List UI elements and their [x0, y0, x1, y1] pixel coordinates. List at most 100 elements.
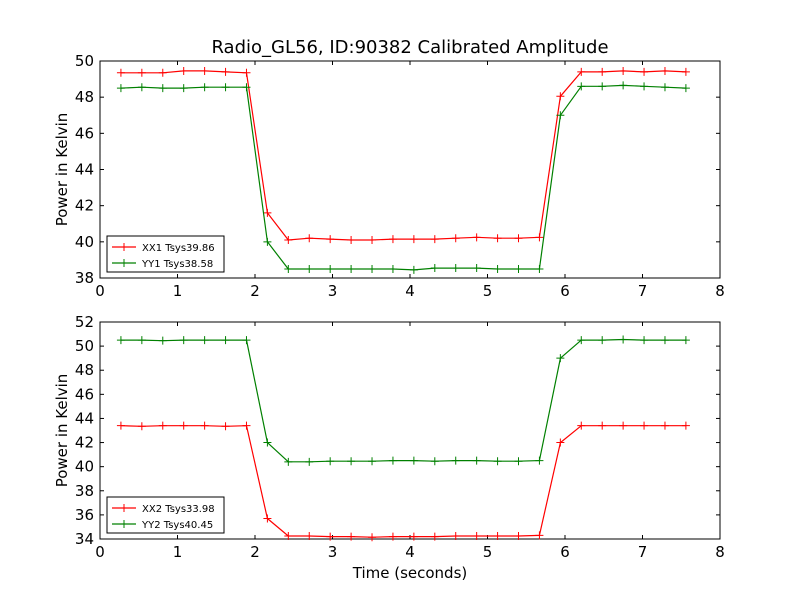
x-tick-label: 7 — [638, 543, 648, 561]
x-tick-label: 3 — [328, 543, 338, 561]
data-point — [493, 457, 502, 466]
series-line-1 — [120, 84, 686, 271]
data-point — [619, 421, 628, 430]
data-point — [577, 82, 586, 91]
data-point — [472, 233, 481, 242]
y-tick-label: 50 — [75, 52, 94, 70]
data-point — [242, 83, 251, 92]
data-point — [221, 422, 230, 431]
data-point — [660, 66, 669, 75]
data-point — [347, 264, 356, 273]
legend-swatch-marker — [120, 504, 128, 512]
data-point — [430, 532, 439, 541]
data-point — [116, 336, 125, 345]
data-point — [514, 234, 523, 243]
data-point — [598, 336, 607, 345]
y-tick-label: 48 — [75, 88, 94, 106]
data-point — [660, 336, 669, 345]
legend-label: YY1 Tsys38.58 — [141, 259, 213, 270]
x-tick-label: 2 — [250, 543, 260, 561]
data-point — [451, 234, 460, 243]
data-point — [137, 68, 146, 77]
data-point — [284, 264, 293, 273]
x-tick-label: 4 — [405, 543, 415, 561]
data-point — [305, 531, 314, 540]
data-point — [409, 235, 418, 244]
data-point — [514, 531, 523, 540]
data-point — [409, 456, 418, 465]
data-point — [451, 264, 460, 273]
data-point — [116, 421, 125, 430]
data-point — [388, 235, 397, 244]
y-axis-label: Power in Kelvin — [53, 374, 71, 488]
data-point — [472, 456, 481, 465]
x-tick-label: 8 — [715, 543, 725, 561]
data-point — [409, 265, 418, 274]
data-point — [493, 531, 502, 540]
y-tick-label: 46 — [75, 124, 94, 142]
data-point — [221, 336, 230, 345]
x-tick-label: 6 — [560, 543, 570, 561]
data-point — [430, 264, 439, 273]
legend-label: XX1 Tsys39.86 — [142, 243, 215, 254]
data-point — [158, 336, 167, 345]
x-tick-label: 3 — [328, 282, 338, 300]
data-point — [305, 234, 314, 243]
legend-swatch-marker — [120, 243, 128, 251]
data-point — [535, 233, 544, 242]
data-point — [535, 456, 544, 465]
x-tick-label: 8 — [715, 282, 725, 300]
data-point — [577, 421, 586, 430]
data-point — [409, 532, 418, 541]
data-point — [263, 438, 272, 447]
data-point — [640, 336, 649, 345]
data-point — [619, 335, 628, 344]
data-point — [200, 66, 209, 75]
series-line-0 — [120, 425, 686, 538]
x-tick-label: 6 — [560, 282, 570, 300]
data-point — [179, 66, 188, 75]
y-tick-label: 48 — [75, 361, 94, 379]
data-point — [242, 421, 251, 430]
legend-box — [106, 235, 225, 273]
data-point — [430, 235, 439, 244]
y-tick-label: 40 — [75, 458, 94, 476]
x-tick-label: 4 — [405, 282, 415, 300]
data-point — [263, 237, 272, 246]
legend-swatch-marker — [120, 259, 128, 267]
data-point — [179, 421, 188, 430]
data-point — [326, 235, 335, 244]
data-point — [242, 336, 251, 345]
legend-swatch-marker — [120, 520, 128, 528]
data-point — [681, 67, 690, 76]
x-tick-label: 0 — [95, 282, 105, 300]
x-tick-label: 1 — [173, 282, 183, 300]
data-point — [556, 111, 565, 120]
data-point — [368, 236, 377, 245]
data-point — [388, 456, 397, 465]
x-tick-label: 7 — [638, 282, 648, 300]
y-tick-label: 52 — [75, 313, 94, 331]
y-tick-label: 38 — [75, 269, 94, 287]
data-point — [556, 92, 565, 101]
data-point — [535, 531, 544, 540]
data-point — [493, 234, 502, 243]
data-point — [598, 421, 607, 430]
data-point — [137, 336, 146, 345]
data-point — [137, 83, 146, 92]
data-point — [200, 336, 209, 345]
data-point — [556, 354, 565, 363]
data-point — [326, 457, 335, 466]
data-point — [619, 81, 628, 90]
data-point — [681, 84, 690, 93]
data-point — [179, 336, 188, 345]
data-point — [221, 67, 230, 76]
data-point — [368, 457, 377, 466]
data-point — [116, 68, 125, 77]
data-point — [305, 264, 314, 273]
y-tick-label: 42 — [75, 434, 94, 452]
data-point — [640, 67, 649, 76]
y-tick-label: 44 — [75, 161, 94, 179]
